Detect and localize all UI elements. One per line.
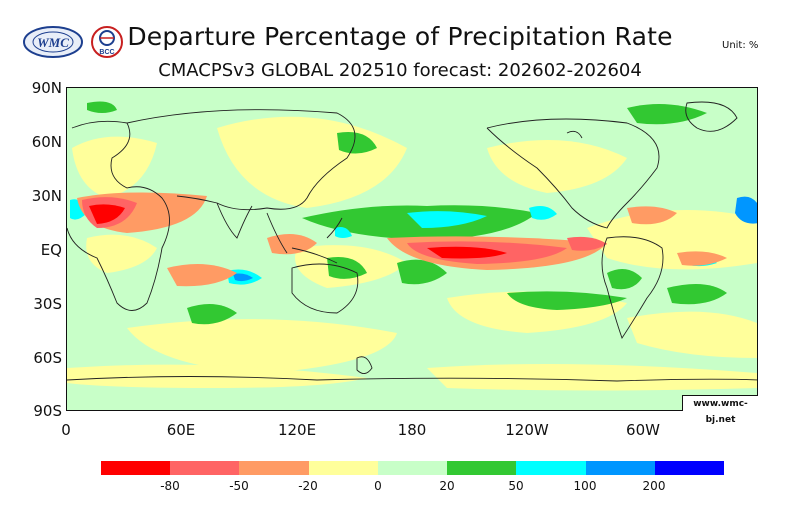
legend-label: -80 [160,479,180,493]
legend-color-cell [516,461,586,475]
wmc-logo-text: WMC [37,35,69,50]
legend-color-cell [101,461,171,475]
legend-label: 50 [508,479,524,493]
legend-color-cell [377,461,448,475]
legend-color-cell [585,461,655,475]
lat-label-60s: 60S [33,349,62,367]
chart-subtitle: CMACPSv3 GLOBAL 202510 forecast: 202602-… [158,60,642,81]
lon-label-120w: 120W [505,421,549,439]
lat-label-30n: 30N [31,187,62,205]
legend-label: -50 [229,479,249,493]
bcc-logo: BCC [91,26,123,58]
precipitation-map [66,87,758,411]
coastlines [67,101,757,382]
lat-label-90s: 90S [33,402,62,420]
unit-label: Unit: % [722,40,759,51]
bcc-logo-text: BCC [99,49,114,56]
legend-label: 200 [642,479,666,493]
legend-color-cell [170,461,240,475]
legend-label: 0 [374,479,382,493]
chart-title: Departure Percentage of Precipitation Ra… [127,22,673,51]
legend-color-cell [654,461,724,475]
lon-label-120e: 120E [277,421,317,439]
legend-label: -20 [298,479,318,493]
lat-label-30s: 30S [33,295,62,313]
map-field [67,88,757,410]
legend-color-cell [239,461,309,475]
legend-label: 100 [573,479,597,493]
lon-label-180: 180 [397,421,427,439]
lat-label-eq: EQ [40,241,62,259]
field-dry-patches [67,116,757,391]
wmc-logo: WMC [23,26,83,58]
lon-label-0: 0 [61,421,71,439]
legend-color-cell [447,461,517,475]
lon-label-60w: 60W [626,421,660,439]
lon-label-60e: 60E [166,421,196,439]
source-credit: www.wmc-bj.net [682,395,758,425]
legend-color-cell [308,461,378,475]
field-dry-anomalies [77,192,727,287]
legend-label: 20 [439,479,455,493]
lat-label-60n: 60N [31,133,62,151]
lat-label-90n: 90N [31,79,62,97]
legend-colorbar [101,461,724,475]
